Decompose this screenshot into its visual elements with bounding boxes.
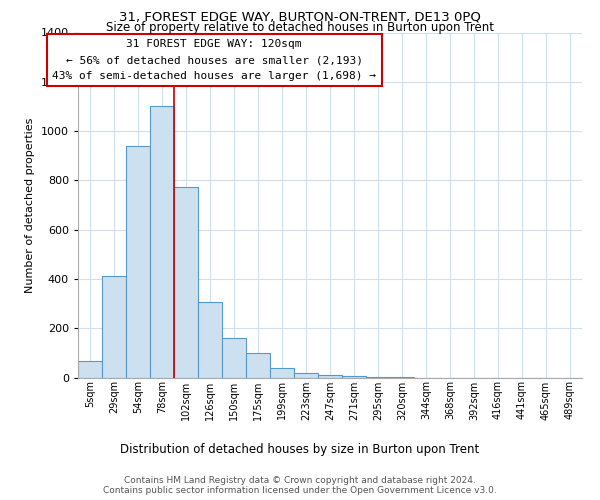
Bar	[198, 302, 222, 378]
Text: Size of property relative to detached houses in Burton upon Trent: Size of property relative to detached ho…	[106, 22, 494, 35]
Bar	[78, 362, 102, 378]
Bar	[222, 338, 246, 378]
Bar	[294, 372, 318, 378]
Bar	[126, 146, 150, 378]
Bar	[246, 353, 270, 378]
Text: 31 FOREST EDGE WAY: 120sqm
← 56% of detached houses are smaller (2,193)
43% of s: 31 FOREST EDGE WAY: 120sqm ← 56% of deta…	[52, 40, 376, 80]
Bar	[270, 368, 294, 378]
Text: Distribution of detached houses by size in Burton upon Trent: Distribution of detached houses by size …	[121, 442, 479, 456]
Y-axis label: Number of detached properties: Number of detached properties	[25, 118, 35, 292]
Text: Contains public sector information licensed under the Open Government Licence v3: Contains public sector information licen…	[103, 486, 497, 495]
Bar	[174, 186, 198, 378]
Bar	[150, 106, 174, 378]
Bar	[102, 276, 126, 378]
Text: 31, FOREST EDGE WAY, BURTON-ON-TRENT, DE13 0PQ: 31, FOREST EDGE WAY, BURTON-ON-TRENT, DE…	[119, 11, 481, 24]
Text: Contains HM Land Registry data © Crown copyright and database right 2024.: Contains HM Land Registry data © Crown c…	[124, 476, 476, 485]
Bar	[342, 376, 366, 378]
Bar	[318, 375, 342, 378]
